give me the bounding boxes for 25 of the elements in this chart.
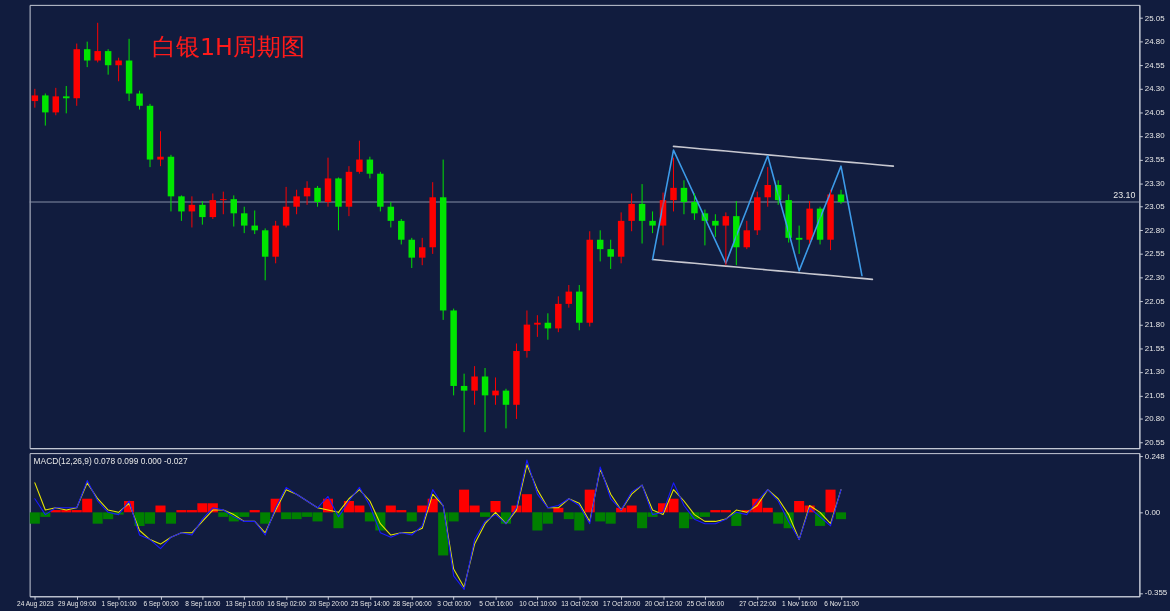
y-tick-label: 20.80 [1144,414,1166,424]
y-tick-label: 0.248 [1144,451,1166,461]
y-tick-label: -0.355 [1144,588,1168,598]
y-tick-label: 22.80 [1144,225,1166,235]
y-tick-label: 21.05 [1144,390,1166,400]
y-tick-label: 23.05 [1144,202,1166,212]
y-tick-label: 0.00 [1144,507,1161,517]
text: 白银1H周期图 [152,33,305,62]
y-tick-label: 24.55 [1144,60,1166,70]
y-tick-label: 24.05 [1144,107,1166,117]
y-tick-label: 21.55 [1144,343,1166,353]
y-tick-label: 22.30 [1144,272,1166,282]
y-tick-label: 25.05 [1144,13,1166,23]
y-tick-label: 20.55 [1144,437,1166,447]
y-tick-label: 24.30 [1144,84,1166,94]
y-tick-label: 23.30 [1144,178,1166,188]
y-tick-label: 22.55 [1144,249,1166,259]
y-tick-label: 22.05 [1144,296,1166,306]
y-tick-label: 24.80 [1144,37,1166,47]
chart-title: MACD(12,26,9) 0.078 0.099 0.000 -0.027 [33,455,189,466]
y-tick-label: 23.55 [1144,155,1166,165]
ref-line-label: 23.10 [1113,190,1136,201]
y-tick-label: 21.80 [1144,320,1166,330]
y-tick-label: 21.30 [1144,367,1166,377]
y-tick-label: 23.80 [1144,131,1166,141]
